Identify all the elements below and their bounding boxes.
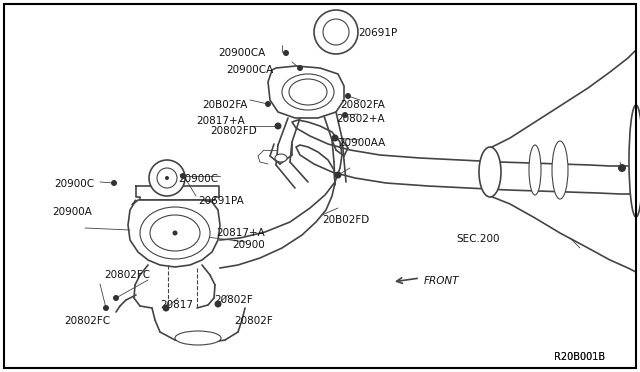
Text: 20691PA: 20691PA [198, 196, 244, 206]
Circle shape [283, 50, 289, 56]
Text: 20B02FD: 20B02FD [322, 215, 369, 225]
Circle shape [149, 160, 185, 196]
Text: 20802+A: 20802+A [336, 114, 385, 124]
Ellipse shape [150, 215, 200, 251]
Circle shape [297, 65, 303, 71]
Circle shape [113, 295, 119, 301]
Polygon shape [268, 66, 344, 118]
Ellipse shape [282, 74, 334, 110]
Polygon shape [128, 200, 220, 267]
Text: 20802FC: 20802FC [104, 270, 150, 280]
Circle shape [618, 164, 626, 172]
Text: FRONT: FRONT [424, 276, 460, 286]
Circle shape [157, 168, 177, 188]
Circle shape [323, 19, 349, 45]
Text: 20900: 20900 [232, 240, 265, 250]
Text: 20900C: 20900C [178, 174, 218, 184]
Text: 20B02FA: 20B02FA [202, 100, 248, 110]
Text: 20802F: 20802F [234, 316, 273, 326]
Ellipse shape [529, 145, 541, 195]
Circle shape [335, 171, 342, 179]
Text: R20B001B: R20B001B [554, 352, 605, 362]
Ellipse shape [275, 154, 287, 162]
Text: 20900AA: 20900AA [338, 138, 385, 148]
Text: 20817: 20817 [160, 300, 193, 310]
Text: 20802FA: 20802FA [340, 100, 385, 110]
Text: 20802FC: 20802FC [64, 316, 110, 326]
Circle shape [163, 305, 170, 311]
Ellipse shape [552, 141, 568, 199]
Circle shape [332, 135, 339, 141]
Circle shape [342, 112, 348, 118]
Ellipse shape [479, 147, 501, 197]
Text: 20900CA: 20900CA [226, 65, 273, 75]
Text: 20802F: 20802F [214, 295, 253, 305]
Text: 20691P: 20691P [358, 28, 397, 38]
Circle shape [111, 180, 117, 186]
Circle shape [345, 93, 351, 99]
Circle shape [173, 231, 177, 235]
Ellipse shape [629, 105, 640, 217]
Circle shape [265, 101, 271, 107]
Ellipse shape [289, 79, 327, 105]
Text: 20817+A: 20817+A [216, 228, 265, 238]
Text: 20900A: 20900A [52, 207, 92, 217]
Text: R20B001B: R20B001B [554, 352, 605, 362]
Circle shape [214, 301, 221, 308]
Circle shape [103, 305, 109, 311]
Text: 20802FD: 20802FD [210, 126, 257, 136]
Text: SEC.200: SEC.200 [456, 234, 499, 244]
Circle shape [314, 10, 358, 54]
Text: 20900CA: 20900CA [218, 48, 265, 58]
Circle shape [275, 122, 282, 129]
Text: 20900C: 20900C [54, 179, 94, 189]
Ellipse shape [175, 331, 221, 345]
Circle shape [165, 176, 169, 180]
Ellipse shape [140, 207, 210, 259]
Text: 20817+A: 20817+A [196, 116, 244, 126]
Circle shape [180, 173, 186, 179]
